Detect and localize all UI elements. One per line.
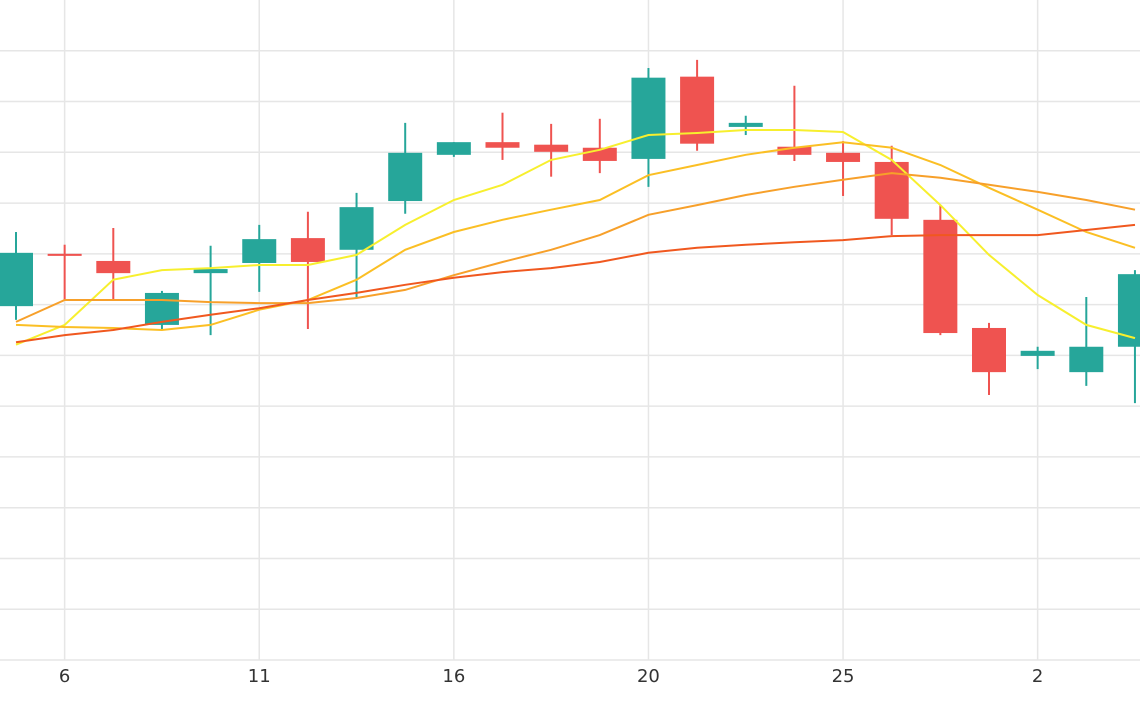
candle-body [1069, 346, 1104, 373]
x-tick-label: 11 [248, 666, 271, 687]
candle-body [1020, 350, 1055, 356]
candle-body [96, 260, 131, 274]
moving-average-line [15, 223, 1136, 344]
candle-body [436, 142, 471, 155]
candle-body [339, 207, 374, 250]
candle-body [1117, 274, 1140, 347]
moving-average-line [15, 141, 1136, 332]
candle-body [826, 152, 861, 162]
x-tick-label: 6 [59, 666, 70, 687]
candle-body [631, 77, 666, 159]
candle-body [777, 146, 812, 155]
candle-body [193, 269, 228, 274]
candle-body [485, 142, 520, 148]
candle-body [728, 122, 763, 127]
candle-body [0, 252, 33, 307]
moving-average-line [15, 129, 1136, 346]
candle-body [972, 327, 1006, 373]
candle-body [47, 253, 82, 256]
x-tick-label: 20 [637, 666, 660, 687]
candle-body [290, 238, 325, 262]
x-tick-label: 16 [442, 666, 465, 687]
candle-body [388, 152, 423, 202]
candle-body [923, 219, 958, 334]
candle-body [534, 144, 569, 152]
x-tick-label: 25 [832, 666, 855, 687]
x-tick-label: 2 [1032, 666, 1043, 687]
candle-body [242, 239, 277, 263]
moving-average-line [15, 172, 1136, 323]
